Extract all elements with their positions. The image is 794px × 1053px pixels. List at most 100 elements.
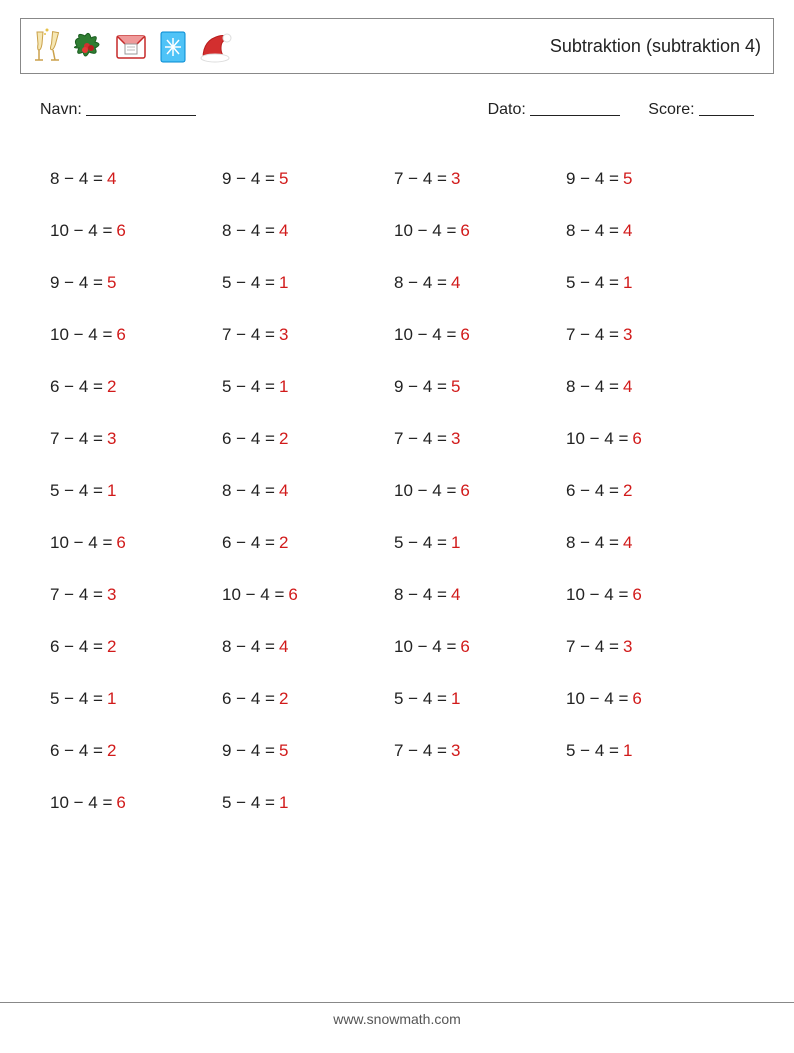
problem-expression: 5 − 4 =: [394, 533, 447, 553]
problem-answer: 6: [116, 533, 125, 553]
problem-expression: 7 − 4 =: [50, 429, 103, 449]
problem: 7 − 4 =3: [394, 413, 566, 465]
problem-answer: 2: [279, 689, 288, 709]
problem-expression: 9 − 4 =: [222, 169, 275, 189]
problem-answer: 6: [116, 221, 125, 241]
problem: 9 − 4 =5: [222, 153, 394, 205]
problem-expression: 7 − 4 =: [50, 585, 103, 605]
problem-expression: 7 − 4 =: [394, 741, 447, 761]
problem: 5 − 4 =1: [50, 465, 222, 517]
problem-expression: 10 − 4 =: [222, 585, 284, 605]
problem: 6 − 4 =2: [50, 361, 222, 413]
problem-answer: 6: [460, 221, 469, 241]
problem-answer: 2: [279, 429, 288, 449]
problem: 10 − 4 =6: [394, 465, 566, 517]
holly-icon: [71, 26, 107, 66]
footer-link[interactable]: www.snowmath.com: [333, 1011, 461, 1027]
problem: 10 − 4 =6: [566, 673, 738, 725]
date-label: Dato:: [488, 101, 526, 118]
problem-answer: 3: [451, 741, 460, 761]
problem-expression: 10 − 4 =: [566, 429, 628, 449]
problem: 8 − 4 =4: [566, 517, 738, 569]
problem: 5 − 4 =1: [222, 257, 394, 309]
problem-expression: 10 − 4 =: [394, 221, 456, 241]
problem-expression: 9 − 4 =: [222, 741, 275, 761]
problem-expression: 8 − 4 =: [50, 169, 103, 189]
header-icons: [29, 26, 233, 66]
problem-answer: 6: [460, 481, 469, 501]
problem-expression: 10 − 4 =: [50, 221, 112, 241]
problem: 7 − 4 =3: [50, 569, 222, 621]
problem: 5 − 4 =1: [394, 517, 566, 569]
problem-expression: 9 − 4 =: [394, 377, 447, 397]
problem-answer: 3: [107, 429, 116, 449]
problem-expression: 8 − 4 =: [222, 221, 275, 241]
problem-expression: 5 − 4 =: [394, 689, 447, 709]
problem-answer: 1: [107, 689, 116, 709]
problem: 8 − 4 =4: [566, 205, 738, 257]
snowflake-card-icon: [155, 26, 191, 66]
problem: 5 − 4 =1: [566, 725, 738, 777]
problem-answer: 2: [279, 533, 288, 553]
problem-expression: 7 − 4 =: [394, 429, 447, 449]
score-label: Score:: [648, 101, 694, 118]
problem-expression: 6 − 4 =: [222, 689, 275, 709]
problem-answer: 5: [107, 273, 116, 293]
problem-answer: 4: [623, 221, 632, 241]
problem-answer: 6: [460, 637, 469, 657]
problem: 6 − 4 =2: [50, 725, 222, 777]
problem: 10 − 4 =6: [222, 569, 394, 621]
problem: 9 − 4 =5: [394, 361, 566, 413]
footer: www.snowmath.com: [0, 1002, 794, 1027]
problem-expression: 10 − 4 =: [50, 793, 112, 813]
problem: 6 − 4 =2: [222, 413, 394, 465]
problem-expression: 7 − 4 =: [222, 325, 275, 345]
problem-answer: 4: [279, 637, 288, 657]
problem: 8 − 4 =4: [222, 465, 394, 517]
problem-expression: 8 − 4 =: [222, 637, 275, 657]
problem: 7 − 4 =3: [222, 309, 394, 361]
problem: 6 − 4 =2: [566, 465, 738, 517]
problem-answer: 4: [107, 169, 116, 189]
date-blank[interactable]: [530, 102, 620, 116]
problem-answer: 2: [107, 637, 116, 657]
problem-expression: 6 − 4 =: [50, 377, 103, 397]
problem-answer: 6: [116, 793, 125, 813]
problem-expression: 8 − 4 =: [394, 585, 447, 605]
meta-row: Navn: Dato: Score:: [20, 100, 774, 119]
problem: 10 − 4 =6: [394, 621, 566, 673]
problem-answer: 6: [288, 585, 297, 605]
problem: 10 − 4 =6: [50, 777, 222, 829]
problem-answer: 1: [107, 481, 116, 501]
problem-answer: 1: [451, 533, 460, 553]
problem-answer: 4: [279, 481, 288, 501]
problem-answer: 4: [451, 273, 460, 293]
problem: 7 − 4 =3: [566, 621, 738, 673]
problem-expression: 7 − 4 =: [394, 169, 447, 189]
problem-answer: 6: [632, 429, 641, 449]
name-field: Navn:: [40, 100, 196, 119]
problem: 7 − 4 =3: [50, 413, 222, 465]
problem-answer: 6: [632, 689, 641, 709]
problem-answer: 5: [279, 169, 288, 189]
problem-expression: 8 − 4 =: [566, 533, 619, 553]
problem-answer: 5: [279, 741, 288, 761]
problem-expression: 9 − 4 =: [566, 169, 619, 189]
problem-answer: 1: [279, 793, 288, 813]
problem-expression: 10 − 4 =: [566, 689, 628, 709]
problem: 6 − 4 =2: [222, 673, 394, 725]
score-blank[interactable]: [699, 102, 754, 116]
name-blank[interactable]: [86, 102, 196, 116]
problem-answer: 3: [451, 169, 460, 189]
problem: 9 − 4 =5: [566, 153, 738, 205]
problem-expression: 8 − 4 =: [566, 221, 619, 241]
problem-answer: 1: [279, 377, 288, 397]
problem: 9 − 4 =5: [50, 257, 222, 309]
problem-answer: 3: [451, 429, 460, 449]
problem-expression: 7 − 4 =: [566, 637, 619, 657]
score-field: Score:: [648, 100, 754, 119]
problem-answer: 3: [623, 637, 632, 657]
problem-answer: 5: [623, 169, 632, 189]
problem-answer: 1: [451, 689, 460, 709]
problem-expression: 8 − 4 =: [566, 377, 619, 397]
